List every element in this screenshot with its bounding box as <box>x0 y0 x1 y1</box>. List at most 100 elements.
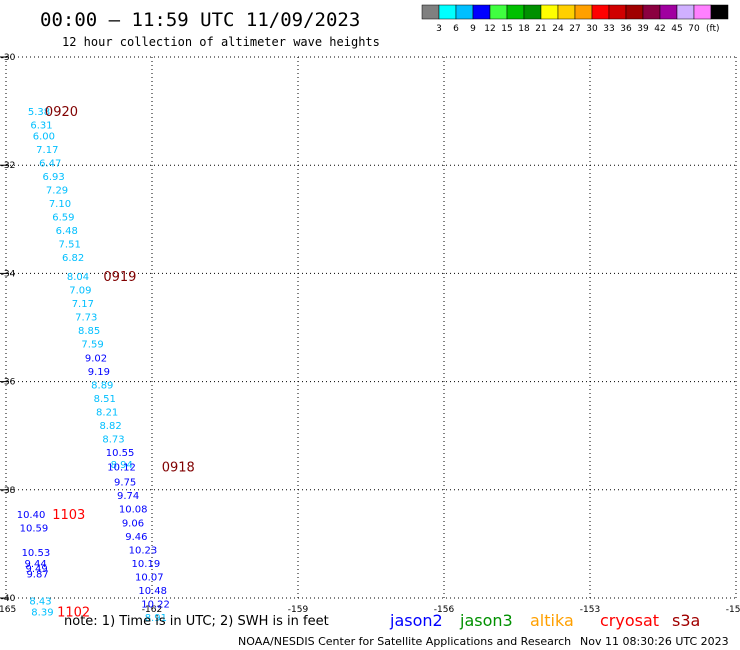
colorbar-tick-label: 70 <box>688 24 700 34</box>
colorbar-swatch <box>421 4 440 20</box>
colorbar-tick-label: 33 <box>603 24 614 34</box>
colorbar-tick-label: 45 <box>671 24 682 34</box>
colorbar-tick-label: 36 <box>620 24 632 34</box>
wave-height-label: 8.04 <box>67 272 89 283</box>
wave-height-label: 9.49 <box>25 564 47 575</box>
wave-height-label: 9.06 <box>122 518 144 529</box>
wave-height-label: 10.48 <box>138 586 167 597</box>
colorbar-tick-label: 21 <box>535 24 546 34</box>
colorbar-swatch <box>693 4 712 20</box>
colorbar-tick-label: 3 <box>436 24 442 34</box>
x-tick-label: -165 <box>0 605 16 615</box>
wave-height-label: 8.89 <box>91 380 113 391</box>
wave-height-label: 10.19 <box>132 559 161 570</box>
wave-height-label: 10.55 <box>106 448 135 459</box>
wave-height-label: 6.82 <box>62 253 84 264</box>
y-tick-label: -38 <box>1 486 16 496</box>
colorbar-tick-label: 27 <box>569 24 580 34</box>
wave-height-label: 8.94 <box>111 460 133 471</box>
satellite-legend-entry: s3a <box>672 611 700 630</box>
footer-timestamp: Nov 11 08:30:26 UTC 2023 <box>580 635 729 648</box>
colorbar-swatch <box>438 4 457 20</box>
wave-height-label: 10.22 <box>141 599 170 610</box>
wave-height-label: 7.09 <box>69 286 91 297</box>
satellite-legend-entry: jason2 <box>389 611 443 630</box>
wave-height-label: 10.07 <box>135 572 164 583</box>
x-tick-label: -159 <box>288 605 309 615</box>
colorbar-swatch <box>625 4 644 20</box>
y-tick-label: -36 <box>1 378 16 388</box>
y-tick-label: -34 <box>1 269 16 279</box>
y-tick-label: -32 <box>1 161 16 171</box>
wave-height-label: 7.10 <box>49 199 71 210</box>
wave-height-label: 10.12 <box>107 463 136 474</box>
wave-height-label: 10.53 <box>22 548 51 559</box>
satellite-legend: jason2 jason3 altika cryosat s3a <box>389 611 700 630</box>
colorbar-tick-label: 24 <box>552 24 564 34</box>
y-tick-label: -30 <box>1 53 16 63</box>
wave-height-label: 9.19 <box>88 367 110 378</box>
track-time-label: 0918 <box>162 461 195 476</box>
colorbar-tick-label: 15 <box>501 24 512 34</box>
colorbar-tick-label: 39 <box>637 24 649 34</box>
footer-note: note: 1) Time is in UTC; 2) SWH is in fe… <box>64 614 329 629</box>
x-tick-label: -156 <box>434 605 455 615</box>
x-tick-label: -150 <box>726 605 740 615</box>
wave-height-label: 10.23 <box>129 545 158 556</box>
colorbar-swatch <box>557 4 576 20</box>
colorbar-legend: 3 6 9 12 15 18 21 24 27 30 33 36 39 42 45 70 (ft) <box>421 4 729 34</box>
wave-height-label: 6.59 <box>52 213 74 224</box>
track-time-label: 1103 <box>52 508 85 523</box>
wave-height-label: 6.31 <box>30 121 52 132</box>
y-tick-label: -40 <box>1 594 16 604</box>
colorbar-tick-label: 30 <box>586 24 598 34</box>
wave-height-label: 7.59 <box>81 340 103 351</box>
colorbar-tick-label: 42 <box>654 24 665 34</box>
colorbar-tick-label: 9 <box>470 24 476 34</box>
wave-height-label: 8.91 <box>145 613 167 624</box>
colorbar-swatch <box>642 4 661 20</box>
colorbar-swatch <box>608 4 627 20</box>
satellite-legend-entry: cryosat <box>600 611 659 630</box>
wave-height-label: 6.47 <box>39 158 61 169</box>
colorbar-unit: (ft) <box>706 24 720 34</box>
wave-height-label: 10.40 <box>17 510 46 521</box>
wave-height-label: 7.51 <box>59 240 81 251</box>
wave-height-label: 7.17 <box>36 145 58 156</box>
satellite-legend-entry: altika <box>530 611 574 630</box>
wave-height-label: 9.46 <box>125 532 147 543</box>
colorbar-swatch <box>676 4 695 20</box>
wave-height-label: 7.73 <box>75 313 97 324</box>
wave-height-label: 9.75 <box>114 478 136 489</box>
colorbar-swatch <box>455 4 474 20</box>
wave-height-label: 8.85 <box>78 326 100 337</box>
colorbar-tick-label: 18 <box>518 24 530 34</box>
wave-height-label: 7.17 <box>72 299 94 310</box>
colorbar-swatch <box>659 4 678 20</box>
wave-height-label: 8.73 <box>102 434 124 445</box>
colorbar-tick-label: 12 <box>484 24 495 34</box>
wave-height-label: 6.00 <box>33 131 55 142</box>
axis-ticks: -165 -162 -159 -156 -153 -150 -30 -32 -34 -36 -38 -… <box>0 53 740 615</box>
chart-subtitle: 12 hour collection of altimeter wave hei… <box>62 35 380 49</box>
grid-lines <box>5 56 737 599</box>
x-tick-label: -153 <box>580 605 600 615</box>
colorbar-swatch <box>540 4 559 20</box>
wave-height-label: 6.93 <box>43 172 65 183</box>
colorbar-swatch <box>472 4 491 20</box>
footer-credit: NOAA/NESDIS Center for Satellite Applica… <box>238 635 571 648</box>
colorbar-swatch <box>710 4 729 20</box>
wave-height-label: 7.29 <box>46 186 68 197</box>
track-time-labels: 0920 0919 0918 1103 1102 <box>45 105 195 620</box>
track-time-label: 0919 <box>103 270 136 285</box>
colorbar-tick-label: 6 <box>453 24 459 34</box>
wave-height-label: 10.59 <box>20 524 49 535</box>
colorbar-swatch <box>523 4 542 20</box>
wave-height-label: 8.43 <box>29 597 51 608</box>
satellite-legend-entry: jason3 <box>459 611 513 630</box>
wave-height-label: 9.02 <box>85 353 107 364</box>
wave-height-points: 5.38 6.316.00 7.17 6.47 6.93 7.29 7.10 6.59 6.48… <box>17 107 170 624</box>
colorbar-swatch <box>591 4 610 20</box>
x-tick-label: -162 <box>142 605 162 615</box>
